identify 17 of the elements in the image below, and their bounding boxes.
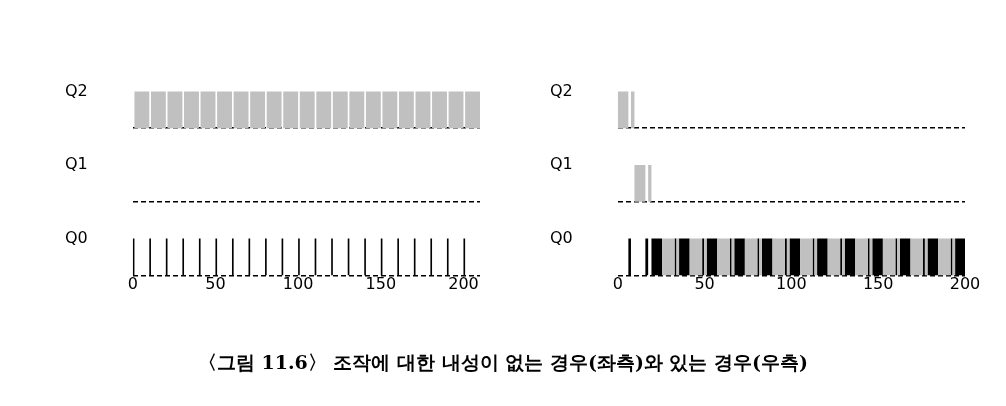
- x-tick-label: 0: [612, 274, 623, 294]
- y-tick-label: Q0: [549, 227, 573, 247]
- x-tick-label: 200: [949, 274, 981, 294]
- y-tick-label: Q0: [64, 227, 88, 247]
- x-tick-label: 50: [694, 274, 715, 294]
- y-tick-label: Q1: [549, 154, 573, 174]
- x-tick-label: 100: [776, 274, 807, 294]
- x-tick-label: 0: [127, 274, 138, 294]
- y-tick-label: Q2: [549, 80, 573, 100]
- y-tick-label: Q1: [64, 154, 88, 174]
- y-tick-label: Q2: [64, 80, 88, 100]
- text: 〈그림 11.6〉 조작에 대한 내성이 없는 경우(좌측)와 있는 경우(우측): [196, 350, 810, 375]
- x-tick-label: 150: [862, 274, 894, 294]
- x-tick-label: 100: [282, 274, 314, 294]
- x-tick-label: 200: [448, 274, 479, 294]
- x-tick-label: 150: [365, 274, 397, 294]
- x-tick-label: 50: [205, 274, 226, 294]
